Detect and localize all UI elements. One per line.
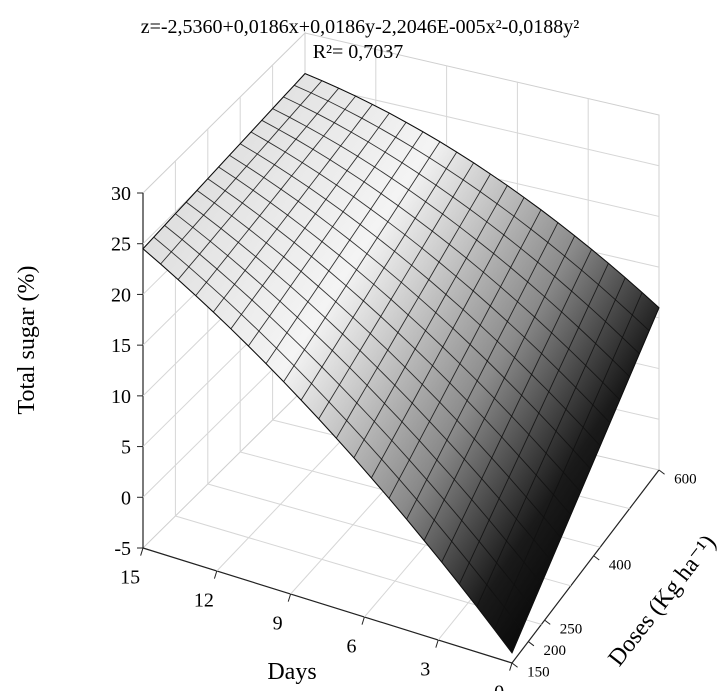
surface-mesh-line-days [511,307,660,654]
surface-mesh-line-days [300,151,458,401]
surface-mesh-line-days [177,87,340,280]
z-tick-label: -5 [114,538,131,560]
surface-mesh-line-days [160,80,323,265]
surface-mesh-line-dose [164,225,532,608]
y-tick-label: 250 [560,622,583,638]
x-tick-mark [361,616,365,625]
x-tick-label: 12 [194,590,214,612]
x-tick-mark [213,570,218,579]
surface-mesh-line-days [195,95,356,296]
surface-mesh-line-days [212,104,373,313]
surface-mesh-line-days [265,131,424,364]
surface-mesh-line-dose [283,96,640,355]
x-tick-label: 6 [346,636,356,658]
surface-mesh-line-dose [229,154,591,470]
chart-title: z=-2,5360+0,0186x+0,0186y-2,2046E-005x²-… [141,16,580,38]
surface-mesh-line-dose [272,108,630,378]
z-tick-label: 10 [111,386,131,408]
surface-mesh-line-dose [207,178,572,516]
chart-subtitle: R²= 0,7037 [313,41,404,63]
surface-mesh-line-dose [218,166,581,493]
x-axis-line [142,547,513,664]
surface-mesh-line-dose [185,201,552,562]
surface-mesh-line-days [335,173,491,439]
y-tick-label: 150 [527,664,550,680]
response-surface [142,73,660,654]
y-tick-mark [593,555,600,561]
z-axis-label: Total sugar (%) [14,266,40,415]
z-tick-label: 30 [111,183,131,205]
surface-mesh-line-days [142,73,306,250]
y-tick-label: 200 [543,643,566,659]
x-tick-label: 0 [494,682,504,691]
y-tick-mark [511,662,518,668]
surface-mesh-line-days [353,185,508,459]
z-tick-label: 20 [111,284,131,306]
x-axis-label: Days [267,659,316,685]
surface-mesh-line-days [248,122,407,347]
surface-mesh-line-dose [239,143,601,447]
surface-mesh-line-dose [261,119,621,401]
y-tick-mark [658,469,665,475]
z-tick-label: 25 [111,234,131,256]
x-tick-mark [435,639,439,648]
surface-mesh-line-dose [304,73,660,309]
surface-mesh-line-days [493,292,643,630]
y-axis-line [511,469,660,664]
x-tick-mark [509,662,513,671]
surface-mesh-line-days [283,141,441,382]
x-tick-mark [287,593,292,602]
y-tick-label: 600 [674,471,697,487]
y-tick-label: 400 [609,557,632,573]
x-tick-label: 9 [273,613,283,635]
surface-mesh-line-days [458,263,609,585]
surface-mesh-line-days [406,222,559,520]
surface-mesh-line-days [476,277,626,607]
surface-mesh-line-dose [142,248,513,654]
surface-mesh-line-days [371,197,525,479]
surface-mesh-line-dose [250,131,611,424]
surface-mesh-line-dose [175,213,542,585]
surface-mesh-line-days [423,235,576,541]
y-axis-label: Doses (Kg ha⁻¹) [603,530,721,671]
z-tick-label: 15 [111,335,131,357]
x-tick-label: 15 [120,567,140,589]
surface-mesh-line-days [318,162,474,420]
z-tick-label: 0 [121,487,131,509]
surface-mesh-line-days [441,249,593,563]
y-tick-mark [528,641,535,647]
x-tick-mark [140,547,144,556]
surface-mesh-line-dose [196,190,562,539]
grid-line-wall-right [304,83,660,167]
y-tick-mark [544,619,551,625]
surface-mesh-line-dose [294,84,650,332]
z-tick-label: 5 [121,437,131,459]
x-tick-label: 3 [420,659,430,681]
surface-mesh-line-days [230,112,390,330]
surface-mesh-line-days [388,209,542,499]
surface-mesh-line-dose [153,236,523,631]
